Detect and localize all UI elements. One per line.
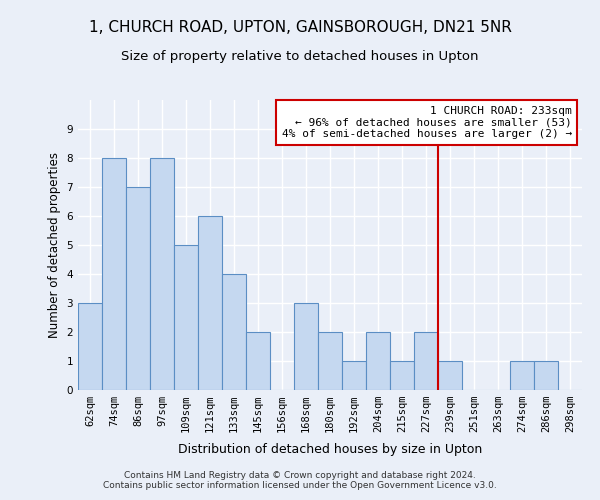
Bar: [510, 361, 534, 390]
Bar: [294, 303, 318, 390]
Bar: [150, 158, 174, 390]
Text: 1 CHURCH ROAD: 233sqm
← 96% of detached houses are smaller (53)
4% of semi-detac: 1 CHURCH ROAD: 233sqm ← 96% of detached …: [281, 106, 572, 139]
Bar: [246, 332, 270, 390]
Text: Size of property relative to detached houses in Upton: Size of property relative to detached ho…: [121, 50, 479, 63]
Bar: [318, 332, 342, 390]
Bar: [198, 216, 222, 390]
Y-axis label: Number of detached properties: Number of detached properties: [48, 152, 61, 338]
Text: 1, CHURCH ROAD, UPTON, GAINSBOROUGH, DN21 5NR: 1, CHURCH ROAD, UPTON, GAINSBOROUGH, DN2…: [89, 20, 511, 35]
Bar: [366, 332, 390, 390]
Bar: [438, 361, 462, 390]
Bar: [342, 361, 366, 390]
Bar: [390, 361, 414, 390]
Bar: [78, 303, 102, 390]
Bar: [414, 332, 438, 390]
Text: Contains HM Land Registry data © Crown copyright and database right 2024.
Contai: Contains HM Land Registry data © Crown c…: [103, 470, 497, 490]
Bar: [174, 245, 198, 390]
Bar: [534, 361, 558, 390]
Bar: [222, 274, 246, 390]
X-axis label: Distribution of detached houses by size in Upton: Distribution of detached houses by size …: [178, 444, 482, 456]
Bar: [126, 187, 150, 390]
Bar: [102, 158, 126, 390]
